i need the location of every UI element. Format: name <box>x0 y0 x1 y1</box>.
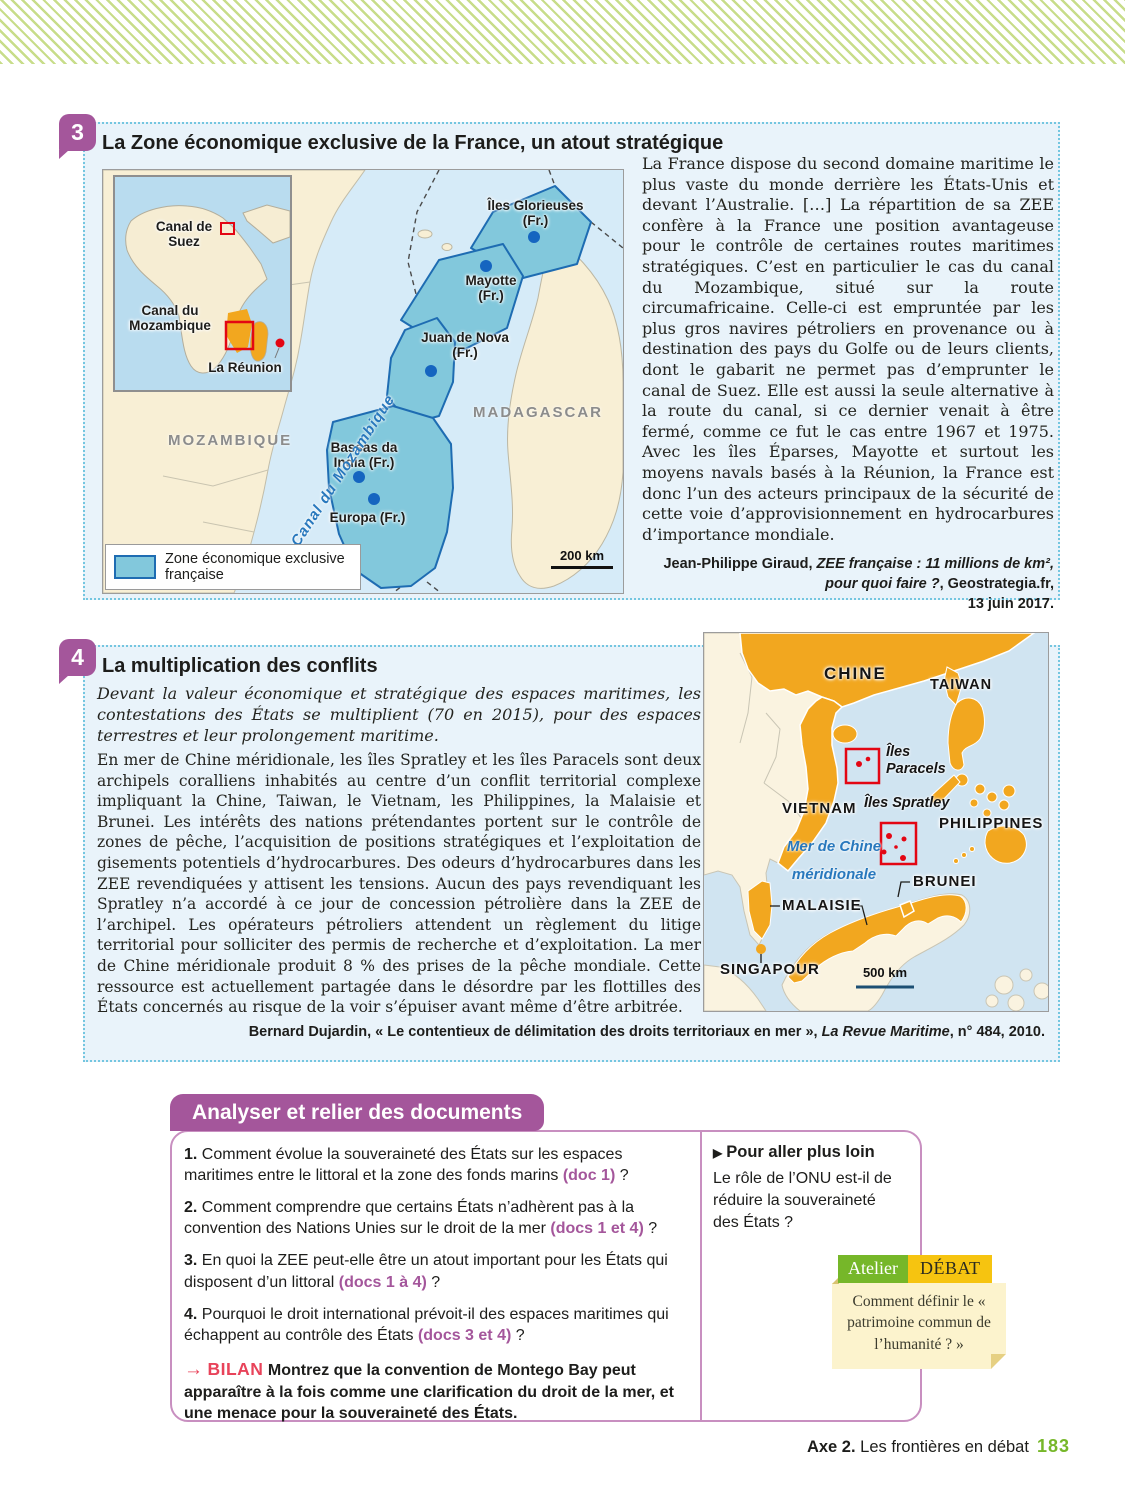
doc3-attribution: Jean-Philippe Giraud, ZEE française : 11… <box>642 554 1054 614</box>
inset-label-la-reunion: La Réunion <box>208 360 282 375</box>
question-3: 3. En quoi la ZEE peut-elle être un atou… <box>184 1250 686 1292</box>
doc3-text-column: La France dispose du second domaine mari… <box>642 154 1054 614</box>
label-mer-de-chine-meridionale: Mer de Chine méridionale <box>786 838 882 883</box>
doc4-attribution-author: Bernard Dujardin, « Le contentieux de dé… <box>248 1024 822 1040</box>
doc4-attribution: Bernard Dujardin, « Le contentieux de dé… <box>235 1024 1045 1040</box>
decorative-stripes-band <box>0 0 1125 64</box>
further-text: Le rôle de l’ONU est-il de réduire la so… <box>713 1169 892 1231</box>
label-iles-spratley: Îles Spratley <box>864 795 950 811</box>
label-chine: CHINE <box>824 664 887 683</box>
south-china-sea-map: CHINE TAIWAN Îles Paracels Îles Spratley… <box>703 632 1049 1012</box>
label-europa: Europa (Fr.) <box>329 510 406 525</box>
label-madagascar: MADAGASCAR <box>473 404 603 421</box>
label-mayotte: Mayotte (Fr.) <box>465 273 517 304</box>
question-3-text: En quoi la ZEE peut-elle être un atout i… <box>184 1252 668 1291</box>
doc4-badge-number: 4 <box>71 644 84 670</box>
footer-chapter: Les frontières en débat <box>855 1438 1029 1456</box>
label-brunei: BRUNEI <box>913 873 977 890</box>
africa-inset-graphic <box>115 177 290 390</box>
doc3-panel: 3 La Zone économique exclusive de la Fra… <box>59 114 1060 612</box>
doc4-badge: 4 <box>59 639 96 684</box>
mozambique-channel-map: Canal de Suez Canal du Mozambique La Réu… <box>102 169 624 594</box>
question-2-number: 2. <box>184 1199 198 1217</box>
inset-label-canal-suez: Canal de Suez <box>155 219 213 250</box>
label-iles-glorieuses: Îles Glorieuses (Fr.) <box>487 198 584 229</box>
atelier-debat-tags: Atelier DÉBAT <box>838 1255 993 1283</box>
exercise-box <box>170 1130 922 1422</box>
question-1-end: ? <box>615 1167 629 1185</box>
doc3-body: La France dispose du second domaine mari… <box>642 154 1054 544</box>
label-singapour: SINGAPOUR <box>720 961 820 978</box>
label-juan-de-nova: Juan de Nova (Fr.) <box>421 330 509 361</box>
further-title: Pour aller plus loin <box>726 1143 875 1161</box>
south-china-sea-graphic <box>704 633 1048 1011</box>
question-1: 1. Comment évolue la souveraineté des Ét… <box>184 1144 686 1186</box>
question-4-number: 4. <box>184 1305 198 1323</box>
atelier-tag: Atelier <box>838 1255 908 1283</box>
exercise-header: Analyser et relier des documents <box>170 1094 545 1131</box>
map2-scale-label: 500 km <box>862 965 908 980</box>
footer-page-number: 183 <box>1036 1436 1070 1456</box>
question-3-docref: (docs 1 à 4) <box>338 1273 427 1291</box>
label-bassas-da-india: Bassas da India (Fr.) <box>330 440 398 471</box>
map2-scale: 500 km <box>854 965 916 980</box>
inset-label-canal-mozambique: Canal du Mozambique <box>129 303 211 334</box>
question-1-docref: (doc 1) <box>562 1167 616 1185</box>
map1-scale-label: 200 km <box>559 548 605 563</box>
africa-inset-map: Canal de Suez Canal du Mozambique La Réu… <box>113 175 292 392</box>
label-philippines: PHILIPPINES <box>939 815 1044 832</box>
doc3-badge-number: 3 <box>71 119 84 145</box>
question-4-end: ? <box>511 1326 525 1344</box>
doc4-intro: Devant la valeur économique et stratégiq… <box>97 684 701 745</box>
atelier-debat-note: Comment définir le « patrimoine commun d… <box>832 1276 1006 1370</box>
question-2-text: Comment comprendre que certains États n’… <box>184 1199 635 1238</box>
question-2-docref: (docs 1 et 4) <box>550 1220 644 1238</box>
question-3-number: 3. <box>184 1252 198 1270</box>
triangle-bullet-icon: ▶ <box>713 1146 723 1160</box>
map1-scale: 200 km <box>551 548 613 569</box>
doc3-attribution-author: Jean-Philippe Giraud, <box>663 556 817 573</box>
label-taiwan: TAIWAN <box>930 677 993 693</box>
doc3-attribution-source: , Geostrategia.fr, <box>939 576 1054 593</box>
exercise-divider <box>700 1132 702 1420</box>
question-3-end: ? <box>426 1273 441 1291</box>
question-4: 4. Pourquoi le droit international prévo… <box>184 1304 686 1346</box>
doc3-title: La Zone économique exclusive de la Franc… <box>102 132 724 154</box>
pour-aller-plus-loin: ▶ Pour aller plus loin Le rôle de l’ONU e… <box>713 1141 905 1234</box>
question-4-text: Pourquoi le droit international prévoit-… <box>184 1305 669 1344</box>
bilan-text: Montrez que la convention de Montego Bay… <box>184 1361 674 1423</box>
doc4-body: En mer de Chine méridionale, les îles Sp… <box>97 751 701 1017</box>
question-2: 2. Comment comprendre que certains États… <box>184 1197 686 1239</box>
question-1-text: Comment évolue la souveraineté des États… <box>184 1146 623 1185</box>
bilan-arrow-icon: → <box>184 1358 203 1380</box>
zee-legend-swatch <box>114 555 156 579</box>
map1-scale-bar <box>551 566 613 569</box>
doc3-badge: 3 <box>59 114 96 159</box>
page-footer: Axe 2. Les frontières en débat 183 <box>807 1436 1070 1457</box>
zee-legend-label: Zone économique exclusive française <box>165 550 345 583</box>
bilan-task: → BILAN Montrez que la convention de Mon… <box>184 1357 686 1424</box>
doc3-attribution-work: ZEE française : 11 millions de km², pour… <box>816 556 1054 593</box>
question-2-end: ? <box>643 1220 658 1238</box>
doc4-title: La multiplication des conflits <box>102 655 378 677</box>
debat-tag: DÉBAT <box>907 1255 993 1283</box>
question-4-docref: (docs 3 et 4) <box>417 1326 512 1344</box>
label-iles-paracels: Îles Paracels <box>886 744 946 778</box>
doc4-text-column: Devant la valeur économique et stratégiq… <box>97 683 701 1018</box>
further-title-row: ▶ Pour aller plus loin <box>713 1141 905 1164</box>
exercise-questions: 1. Comment évolue la souveraineté des Ét… <box>184 1144 686 1435</box>
question-1-number: 1. <box>184 1146 198 1163</box>
doc4-attribution-work: La Revue Maritime <box>821 1024 950 1040</box>
doc4-attribution-source: , n° 484, 2010. <box>949 1024 1045 1040</box>
doc3-attribution-date: 13 juin 2017. <box>967 596 1054 613</box>
map-legend: Zone économique exclusive française <box>105 544 361 590</box>
footer-axe: Axe 2. <box>806 1438 856 1456</box>
label-vietnam: VIETNAM <box>782 800 857 817</box>
label-mozambique: MOZAMBIQUE <box>168 432 293 449</box>
label-malaisie: MALAISIE <box>782 897 862 914</box>
bilan-label: BILAN <box>207 1358 264 1379</box>
